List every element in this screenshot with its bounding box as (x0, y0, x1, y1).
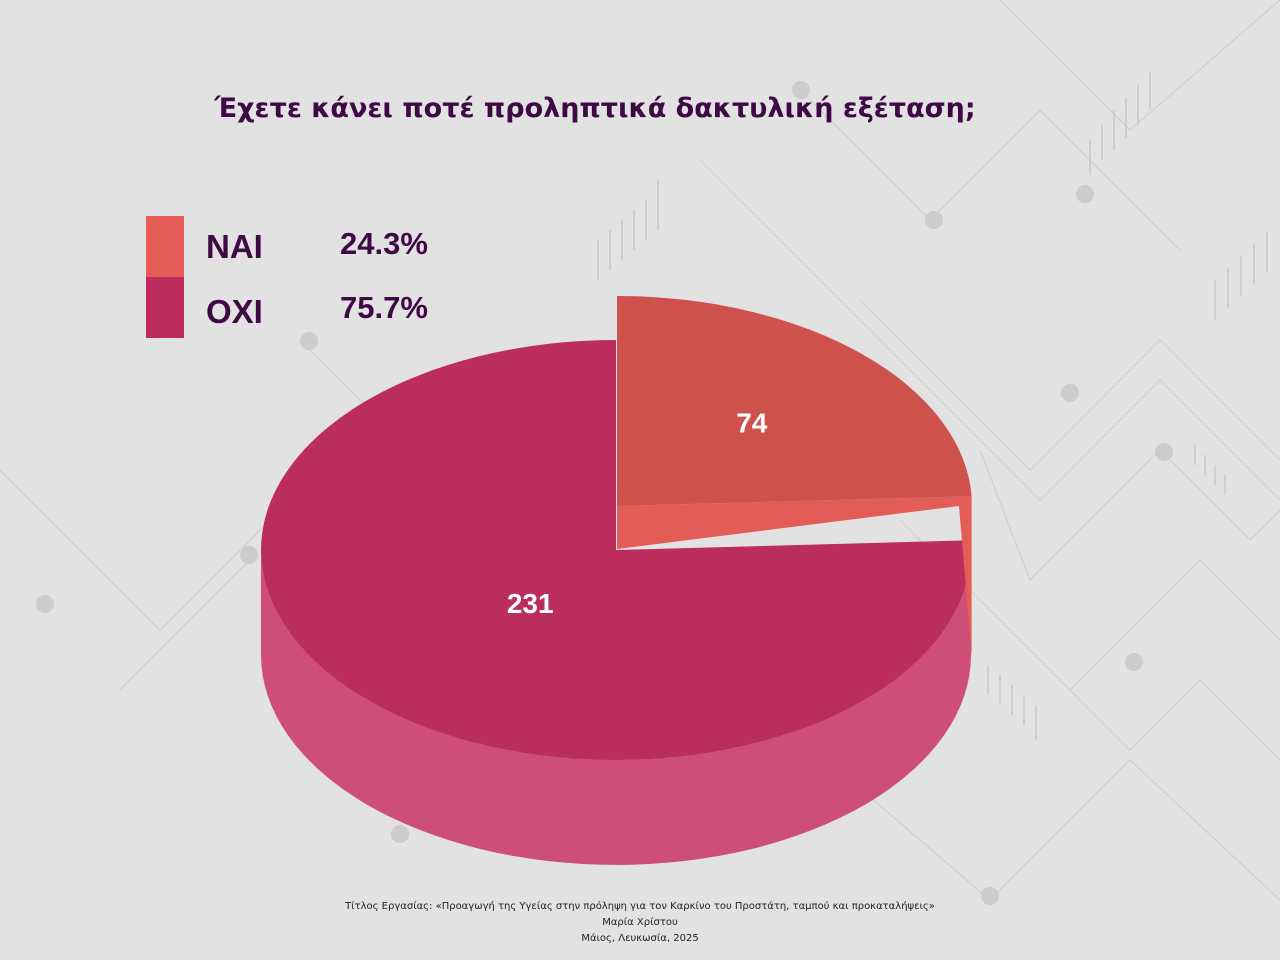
legend-percent-oxi: 75.7% (340, 290, 428, 325)
pie-slice-oxi (260, 340, 971, 760)
pie-slice-side-nai (617, 496, 972, 657)
pie-slice-side-oxi (261, 550, 971, 865)
legend-label-oxi: ΟΧΙ (206, 293, 263, 330)
data-label-nai: 74 (736, 407, 768, 438)
legend-percent-nai: 24.3% (340, 226, 428, 261)
footer-line-3: Μάιος, Λευκωσία, 2025 (581, 933, 699, 944)
footer-line-2: Μαρία Χρίστου (602, 917, 678, 928)
chart-title: Έχετε κάνει ποτέ προληπτικά δακτυλική εξ… (214, 93, 976, 124)
legend-swatch-oxi (146, 277, 184, 338)
legend-label-nai: ΝΑΙ (206, 228, 263, 265)
footer-line-1: Τίτλος Εργασίας: «Προαγωγή της Υγείας στ… (345, 901, 935, 912)
legend-swatch-nai (146, 216, 184, 277)
data-label-oxi: 231 (507, 588, 554, 619)
pie-slice-nai (617, 296, 972, 506)
